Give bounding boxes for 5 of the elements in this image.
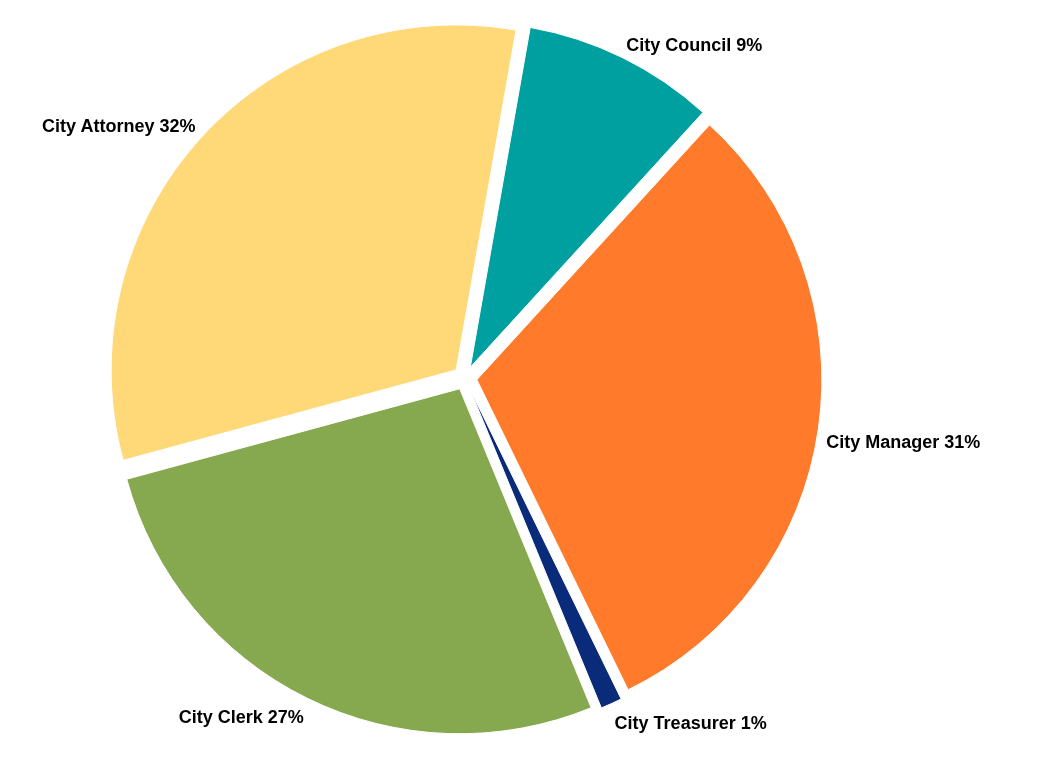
slice-label: City Manager 31% (826, 432, 981, 453)
slice-label: City Treasurer 1% (614, 712, 767, 733)
slice-label: City Clerk 27% (178, 707, 304, 728)
slice-label: City Attorney 32% (42, 115, 196, 136)
slice-label: City Council 9% (626, 34, 763, 55)
